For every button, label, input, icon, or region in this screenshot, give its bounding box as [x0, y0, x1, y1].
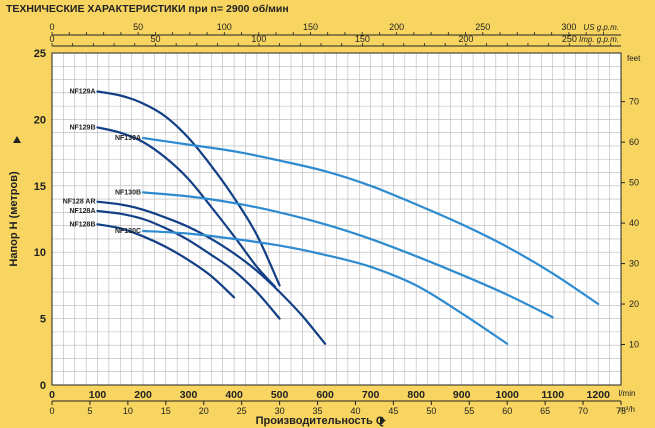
- impgpm-unit-label: Imp. g.p.m.: [579, 35, 619, 44]
- y-tick-label: 10: [34, 247, 46, 259]
- usgpm-tick-label: 50: [133, 22, 143, 32]
- impgpm-tick-label: 200: [458, 34, 473, 44]
- feet-tick-label: 30: [629, 259, 639, 269]
- m3h-tick-label: 10: [123, 406, 133, 416]
- impgpm-tick-label: 250: [562, 34, 577, 44]
- series-label-nf129b: NF129B: [69, 124, 95, 131]
- m3h-tick-label: 5: [87, 406, 92, 416]
- y-tick-label: 25: [34, 48, 46, 60]
- x-tick-label: 700: [362, 389, 380, 401]
- m3h-tick-label: 0: [49, 406, 54, 416]
- series-label-nf129a: NF129A: [69, 89, 95, 96]
- series-line-nf128b: [96, 223, 236, 299]
- m3h-tick-label: 45: [388, 406, 398, 416]
- y-tick-label: 20: [34, 114, 46, 126]
- x-axis-label: Производительность Q: [256, 415, 385, 427]
- y-tick-label: 15: [34, 181, 46, 193]
- x-tick-label: 1100: [541, 389, 564, 401]
- feet-unit-label: feet: [627, 54, 641, 63]
- x-tick-label: 800: [407, 389, 425, 401]
- x-unit-label: l/min: [619, 389, 636, 398]
- feet-tick-label: 10: [629, 340, 639, 350]
- m3h-tick-label: 50: [426, 406, 436, 416]
- usgpm-tick-label: 300: [561, 22, 576, 32]
- x-tick-label: 0: [49, 389, 55, 401]
- series-line-nf129b: [96, 126, 277, 288]
- usgpm-unit-label: US g.p.m.: [583, 23, 619, 32]
- plot-frame: [51, 52, 622, 386]
- m3h-tick-label: 40: [350, 406, 360, 416]
- m3h-tick-label: 65: [540, 406, 550, 416]
- x-tick-label: 500: [271, 389, 289, 401]
- series-label-nf130b: NF130B: [115, 189, 141, 196]
- series-line-nf130b: [141, 191, 554, 319]
- series-label-nf130a: NF130A: [115, 135, 141, 142]
- series-label-nf128b: NF128B: [69, 221, 95, 228]
- usgpm-tick-label: 250: [475, 22, 490, 32]
- x-tick-label: 900: [453, 389, 471, 401]
- m3h-tick-label: 35: [313, 406, 323, 416]
- series-line-nf129a: [96, 90, 281, 287]
- x-tick-label: 100: [89, 389, 107, 401]
- m3h-tick-label: 75: [616, 406, 626, 416]
- chart-title: ТЕХНИЧЕСКИЕ ХАРАКТЕРИСТИКИ при n= 2900 о…: [6, 3, 289, 15]
- m3h-tick-label: 55: [464, 406, 474, 416]
- usgpm-tick-label: 100: [217, 22, 232, 32]
- y-tick-label: 0: [40, 380, 46, 392]
- impgpm-tick-label: 150: [355, 34, 370, 44]
- m3h-tick-label: 15: [161, 406, 171, 416]
- y-tick-label: 5: [40, 314, 46, 326]
- series-line-nf130a: [141, 136, 600, 306]
- usgpm-tick-label: 0: [49, 22, 54, 32]
- feet-tick-label: 70: [629, 97, 639, 107]
- series-line-nf130c: [141, 229, 509, 345]
- m3h-tick-label: 25: [237, 406, 247, 416]
- usgpm-tick-label: 200: [389, 22, 404, 32]
- m3h-tick-label: 60: [502, 406, 512, 416]
- feet-tick-label: 50: [629, 178, 639, 188]
- feet-tick-label: 20: [629, 299, 639, 309]
- x-tick-label: 600: [316, 389, 334, 401]
- m3h-tick-label: 20: [199, 406, 209, 416]
- x-tick-label: 400: [225, 389, 243, 401]
- x-tick-label: 300: [180, 389, 198, 401]
- x-tick-label: 1000: [496, 389, 520, 401]
- feet-tick-label: 60: [629, 137, 639, 147]
- impgpm-tick-label: 50: [150, 34, 160, 44]
- x-tick-label: 1200: [587, 389, 611, 401]
- y-axis-arrow: [13, 136, 21, 143]
- series-line-nf128a: [96, 209, 281, 320]
- m3h-unit-label: m³/h: [619, 405, 635, 414]
- x-axis-arrow: [380, 417, 386, 424]
- series-label-nf128ar: NF128 AR: [63, 199, 96, 206]
- x-tick-label: 200: [134, 389, 152, 401]
- m3h-tick-label: 30: [275, 406, 285, 416]
- feet-tick-label: 40: [629, 218, 639, 228]
- series-label-nf130c: NF130C: [115, 228, 141, 235]
- impgpm-tick-label: 100: [251, 34, 266, 44]
- impgpm-tick-label: 0: [49, 34, 54, 44]
- y-axis-label: Напор H (метров): [8, 171, 20, 267]
- usgpm-tick-label: 150: [303, 22, 318, 32]
- series-label-nf128a: NF128A: [69, 208, 95, 215]
- m3h-tick-label: 70: [578, 406, 588, 416]
- series-line-nf128ar: [96, 200, 327, 345]
